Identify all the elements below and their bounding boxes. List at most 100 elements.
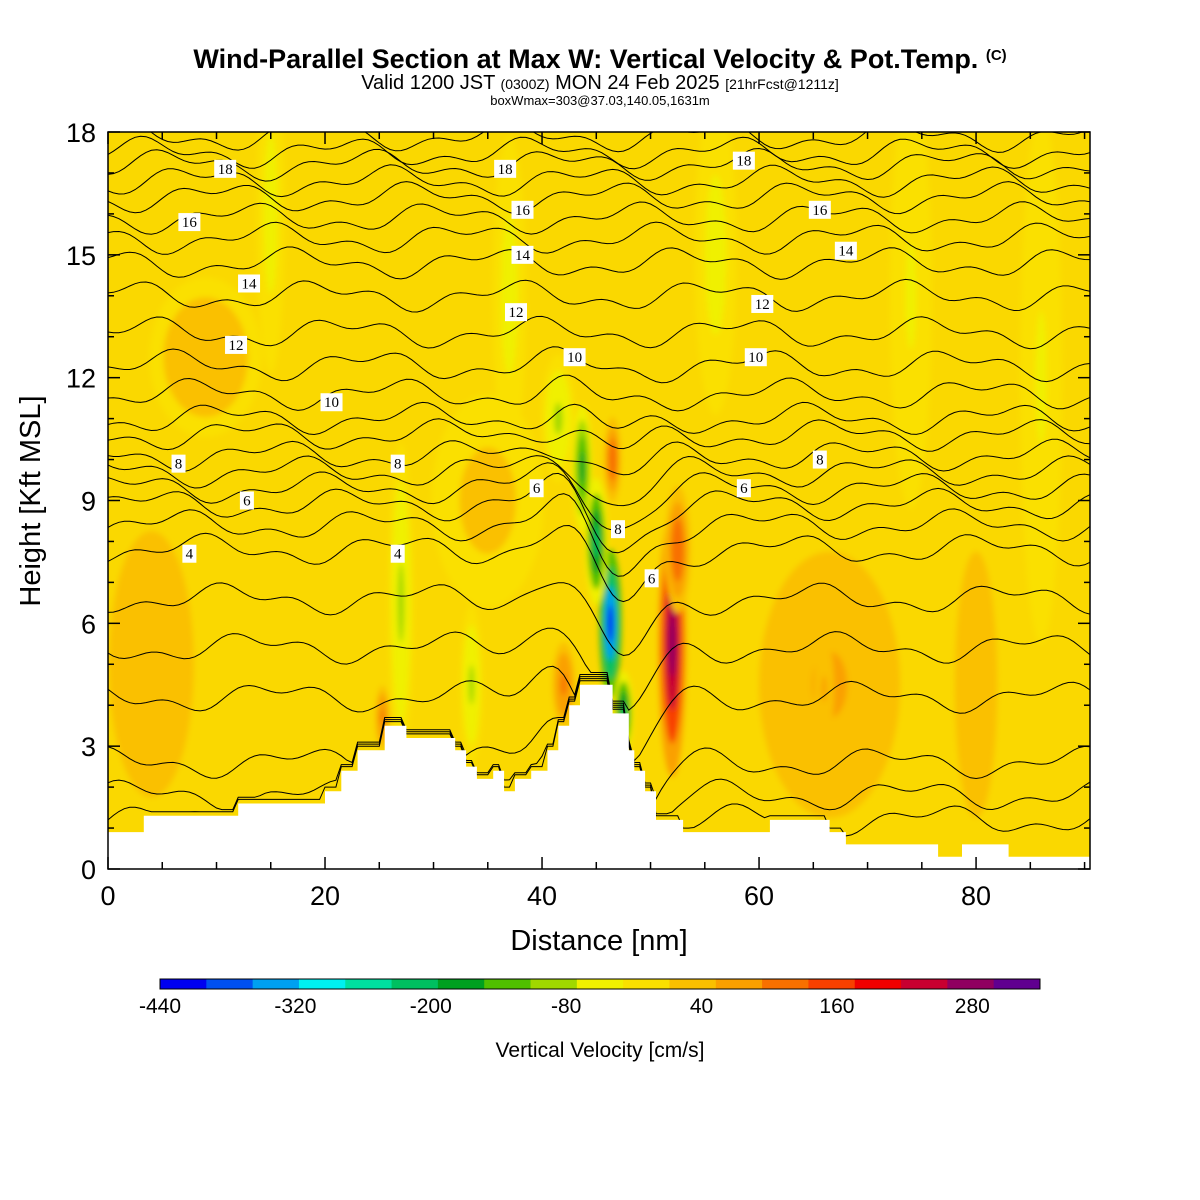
contour-label-text: 18 (498, 162, 513, 178)
w-cell (554, 402, 563, 435)
contour-label: 18 (732, 151, 755, 170)
chart-title: Wind-Parallel Section at Max W: Vertical… (0, 44, 1200, 75)
colorbar-tick-label: -80 (551, 995, 581, 1018)
contour-label-text: 10 (324, 395, 339, 411)
contour-label-text: 4 (186, 547, 194, 563)
w-cell (267, 173, 275, 254)
theta-contour (108, 181, 1090, 215)
valid-date: MON 24 Feb 2025 (555, 72, 720, 94)
contour-label-text: 16 (515, 203, 531, 219)
theta-contour (108, 462, 1090, 531)
theta-contour (108, 346, 1090, 384)
colorbar-frame (159, 978, 1041, 990)
theta-contour (108, 455, 1090, 507)
contour-label-text: 14 (242, 276, 258, 292)
theta-contour (108, 524, 1090, 603)
contour-label: 6 (644, 569, 659, 588)
y-tick-label: 12 (66, 364, 96, 394)
w-cell (674, 533, 681, 566)
colorbar-swatch (484, 979, 532, 989)
colorbar-swatch (762, 979, 809, 989)
contour-label-text: 8 (816, 453, 824, 469)
contour-label-text: 8 (614, 522, 622, 538)
contour-label: 6 (736, 479, 751, 498)
colorbar-swatch (298, 979, 346, 989)
w-cell (970, 651, 982, 719)
w-cell (579, 451, 585, 484)
colorbar-tick-label: -320 (274, 995, 316, 1018)
theta-contour (108, 401, 1090, 436)
colorbar-tick-label: 160 (819, 995, 854, 1018)
contour-label: 14 (238, 274, 261, 293)
contour-label: 18 (494, 159, 517, 178)
contour-label-text: 14 (515, 248, 531, 264)
contour-label: 16 (808, 200, 831, 219)
contour-label: 12 (751, 294, 774, 313)
y-axis-label: Height [Kft MSL] (15, 395, 47, 606)
colorbar-swatch (345, 979, 393, 989)
contour-label-text: 10 (748, 350, 763, 366)
theta-contour (108, 678, 1090, 815)
colorbar-swatch (160, 979, 207, 989)
colorbar-tick-label: 40 (690, 995, 713, 1018)
theta-contour (108, 680, 1090, 837)
contour-label: 16 (178, 213, 201, 232)
x-axis: 0 20 40 60 80 (100, 132, 1086, 911)
x-axis-label: Distance [nm] (510, 925, 687, 957)
y-tick-label: 18 (66, 118, 96, 148)
w-cell (710, 214, 721, 295)
contour-labels: 18 18 18 16 16 16 14 14 14 12 12 12 10 10 10 8 8 8 8 6 6 6 6 4 4 (171, 151, 857, 588)
w-cell (560, 674, 567, 696)
theta-contour (108, 221, 1090, 255)
colorbar-swatch (206, 979, 254, 989)
theta-contour (108, 374, 1090, 412)
colorbar: -440 -320 -200 -80 40 160 280 (139, 978, 1041, 1018)
w-cell (468, 664, 475, 705)
colorbar-tick-label: -440 (139, 995, 181, 1018)
contour-label-text: 12 (508, 305, 523, 321)
box-info: boxWmax=303@37.03,140.05,1631m (490, 93, 710, 108)
colorbar-label: Vertical Velocity [cm/s] (496, 1039, 705, 1062)
w-cell (821, 675, 827, 703)
valid-zulu: (0300Z) (500, 76, 550, 92)
w-cell (1035, 311, 1047, 445)
colorbar-swatch (530, 979, 578, 989)
theta-contour (108, 472, 1090, 554)
contour-label: 8 (390, 454, 405, 473)
y-tick-label: 9 (81, 487, 96, 517)
y-tick-label: 3 (81, 732, 96, 762)
x-tick-label: 60 (744, 881, 774, 911)
contour-label: 18 (214, 159, 237, 178)
colorbar-swatch (576, 979, 624, 989)
theta-contour (108, 676, 1090, 801)
colorbar-swatch (715, 979, 763, 989)
colorbar-swatch (808, 979, 856, 989)
contour-label: 10 (320, 393, 343, 412)
w-cell (668, 610, 676, 678)
contour-label: 12 (504, 303, 527, 322)
contour-label-text: 18 (218, 162, 233, 178)
terrain-profile (108, 684, 1090, 869)
colorbar-swatch (947, 979, 995, 989)
contour-label-text: 12 (229, 338, 244, 354)
x-tick-label: 0 (100, 881, 115, 911)
contour-label: 16 (511, 200, 534, 219)
theta-contour (108, 582, 1090, 657)
chart-title-main: Wind-Parallel Section at Max W: Vertical… (193, 44, 979, 74)
theta-contour (108, 627, 1090, 711)
contour-label-text: 6 (648, 571, 656, 587)
contour-label-text: 4 (394, 547, 402, 563)
contour-label: 4 (182, 544, 197, 563)
colorbar-tick-label: -200 (410, 995, 452, 1018)
colorbar-swatch (669, 979, 717, 989)
contour-label: 12 (225, 335, 248, 354)
contour-label: 6 (529, 479, 544, 498)
y-axis: 0 3 6 9 12 15 18 (66, 118, 1090, 885)
contour-label-text: 12 (755, 297, 770, 313)
theta-contour (108, 246, 1090, 280)
plot-area: 18 18 18 16 16 16 14 14 14 12 12 12 10 10 10 8 8 8 8 6 6 6 6 4 4 (108, 132, 1090, 869)
potential-temperature-contours (108, 132, 1090, 837)
x-tick-label: 40 (527, 881, 557, 911)
colorbar-swatch (391, 979, 439, 989)
colorbar-swatch (993, 979, 1041, 989)
